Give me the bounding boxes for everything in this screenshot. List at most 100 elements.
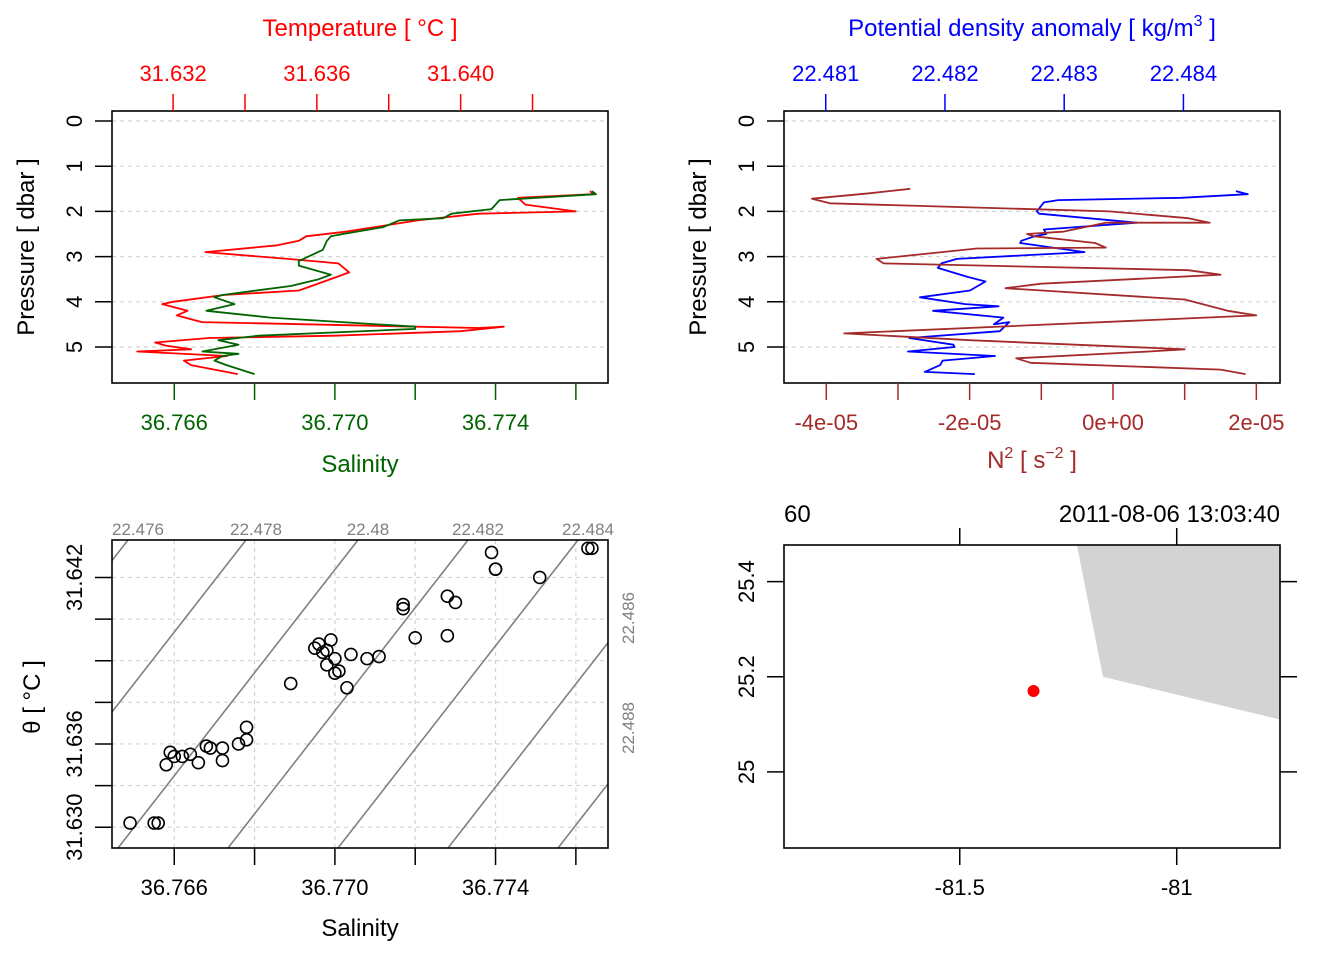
title-density: Potential density anomaly [ kg/m3 ] (848, 13, 1216, 42)
y-tick-label: 5 (734, 341, 759, 353)
x-tick-label: 31.636 (283, 61, 350, 86)
x-tick-label: 22.483 (1031, 61, 1098, 86)
ylabel-pressure: Pressure [ dbar ] (13, 158, 40, 335)
data-point (372, 649, 386, 664)
y-tick-label: 31.642 (62, 544, 87, 611)
series-group (136, 190, 597, 375)
panel-density-n2-profile: 0 1 2 3 4 5 22.481 22.482 22.483 22.484 -4e-05 -2… (685, 13, 1284, 474)
data-point (581, 541, 595, 556)
isopycnal-line (112, 540, 247, 714)
plot-frame (111, 539, 609, 849)
isopycnal-label: 22.478 (230, 520, 282, 539)
data-point (396, 597, 410, 612)
land-group (1076, 545, 1280, 720)
x-tick-label: -4e-05 (794, 410, 858, 435)
data-point (123, 816, 137, 830)
station-group (1027, 685, 1040, 698)
ylabel-theta: θ [ °C ] (19, 660, 46, 734)
data-point (440, 628, 455, 643)
x-tick-label: 36.770 (301, 410, 368, 435)
isopycnal-labels: 22.476 22.478 22.48 22.482 22.484 22.486 22.48… (112, 520, 638, 754)
x-tick-label: 36.766 (141, 875, 208, 900)
isopycnal-group (112, 540, 608, 848)
x-axis-top: 22.481 22.482 22.483 22.484 (792, 61, 1217, 111)
data-point (585, 541, 599, 556)
y-tick-label: 3 (62, 250, 87, 262)
data-point (408, 631, 423, 645)
x-tick-label: -81.5 (935, 875, 985, 900)
y-axis: 31.630 31.636 31.642 (62, 544, 112, 861)
x-axis-top: 31.632 31.636 31.640 (139, 61, 534, 111)
data-point (448, 595, 463, 610)
y-tick-label: 5 (62, 341, 87, 353)
land-polygon (1076, 545, 1280, 720)
series-line-n2 (811, 187, 1258, 375)
y-tick-label: 31.630 (62, 794, 87, 861)
x-tick-label: 31.640 (427, 61, 494, 86)
x-tick-label: 2e-05 (1228, 410, 1284, 435)
series-line-potential-density-anomaly (907, 190, 1249, 375)
title-temperature: Temperature [ °C ] (263, 15, 458, 42)
data-point (183, 747, 198, 762)
xlabel-salinity: Salinity (321, 451, 398, 478)
data-point (199, 739, 214, 753)
axes: -81.5 -81 25 25.2 25.4 (734, 528, 1297, 900)
y-axis: 0 1 2 3 4 5 (62, 115, 112, 353)
plot-frame (783, 544, 1281, 849)
x-tick-label: 36.774 (462, 410, 529, 435)
y-axis: 0 1 2 3 4 5 (734, 115, 784, 353)
data-point (215, 741, 230, 755)
data-point (191, 755, 206, 770)
y-tick-label: 2 (734, 205, 759, 217)
data-point (440, 589, 455, 603)
station-marker (1027, 685, 1040, 698)
x-tick-label: -2e-05 (938, 410, 1002, 435)
x-tick-label: 22.482 (911, 61, 978, 86)
data-point (324, 633, 338, 647)
station-id-label: 60 (784, 501, 811, 528)
x-tick-label: 36.770 (301, 875, 368, 900)
y-tick-label: 3 (734, 250, 759, 262)
x-tick-label: 36.766 (141, 410, 208, 435)
data-point (340, 680, 354, 695)
points-group (123, 541, 599, 830)
panel-ts-profile: 0 1 2 3 4 5 31.632 31.636 31.640 36.766 36.770 36… (13, 15, 609, 478)
x-tick-label: 0e+00 (1082, 410, 1144, 435)
data-point (488, 562, 503, 576)
y-tick-label: 25.4 (734, 560, 759, 603)
series-group (811, 187, 1258, 375)
isopycnal-line (337, 540, 579, 848)
isopycnal-label: 22.482 (452, 520, 504, 539)
data-point (175, 749, 190, 764)
panel-station-map: -81.5 -81 25 25.2 25.4 60 2011-08-06 13:03:4… (734, 501, 1297, 900)
data-point (239, 720, 254, 735)
y-tick-label: 0 (62, 115, 87, 127)
isopycnal-line (557, 782, 608, 848)
data-point (239, 732, 254, 747)
y-tick-label: 1 (62, 160, 87, 172)
x-tick-label: 22.481 (792, 61, 859, 86)
data-point (396, 601, 410, 616)
panel-ts-diagram: 31.630 31.636 31.642 36.766 36.770 36.774 22… (19, 520, 638, 942)
y-tick-label: 1 (734, 160, 759, 172)
y-tick-label: 25.2 (734, 655, 759, 698)
y-tick-label: 2 (62, 205, 87, 217)
data-point (159, 757, 174, 772)
y-tick-label: 0 (734, 115, 759, 127)
x-tick-label: 31.632 (139, 61, 206, 86)
ylabel-pressure: Pressure [ dbar ] (685, 158, 712, 335)
x-tick-label: 36.774 (462, 875, 529, 900)
isopycnal-label: 22.476 (112, 520, 164, 539)
data-point (484, 545, 499, 560)
x-tick-label: -81 (1161, 875, 1193, 900)
y-tick-label: 4 (62, 296, 87, 308)
series-line-salinity (201, 190, 597, 375)
y-tick-label: 25 (734, 760, 759, 784)
plot-frame (783, 110, 1281, 384)
grid (112, 120, 608, 348)
x-axis-bottom: 36.766 36.770 36.774 (141, 848, 577, 900)
isopycnal-label: 22.48 (347, 520, 390, 539)
isopycnal-line (447, 641, 608, 848)
grid (112, 540, 608, 848)
station-time-label: 2011-08-06 13:03:40 (1059, 501, 1280, 528)
